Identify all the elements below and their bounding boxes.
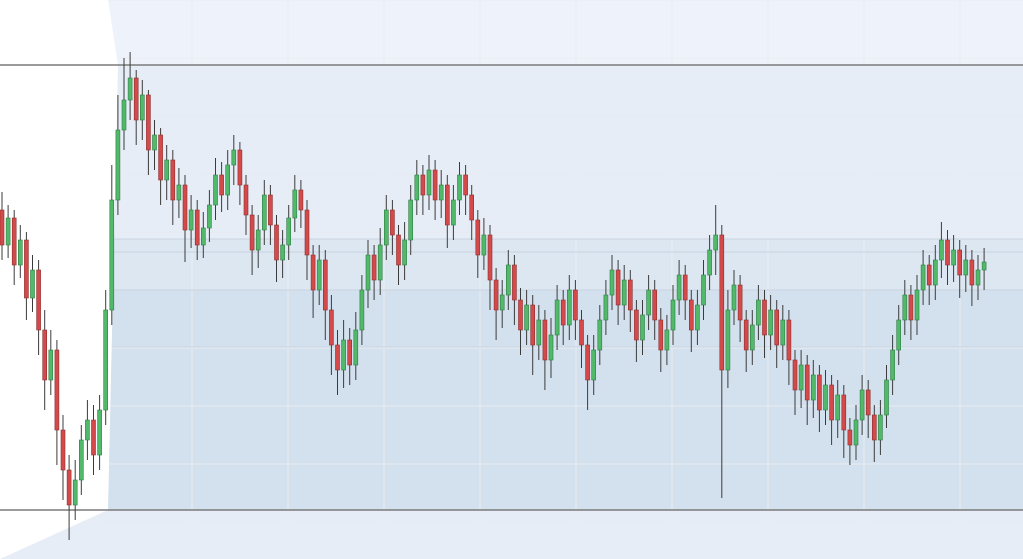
candlestick-chart[interactable] xyxy=(0,0,1023,559)
zones xyxy=(0,0,1023,559)
fan-mask xyxy=(0,0,118,559)
chart-canvas xyxy=(0,0,1023,559)
